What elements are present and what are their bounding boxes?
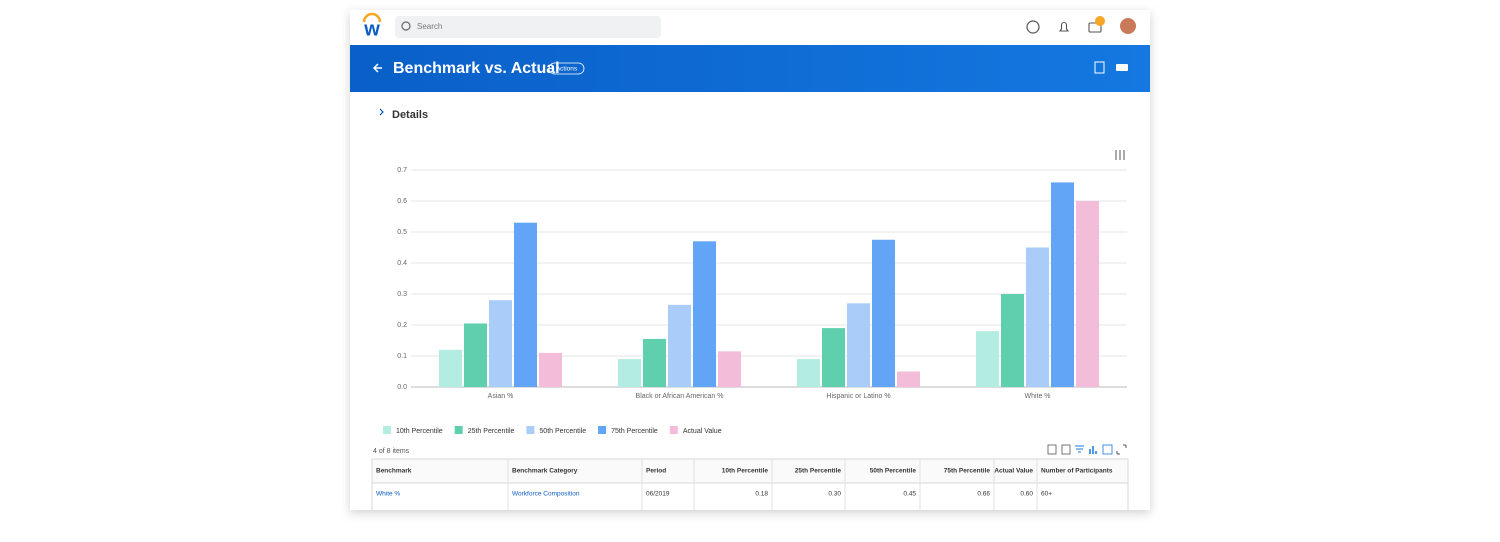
actions-label: Actions: [556, 66, 578, 73]
filter-icon[interactable]: [1075, 445, 1084, 453]
bar: [489, 300, 512, 387]
export-icon[interactable]: [1047, 444, 1057, 455]
column-header: Number of Participants: [1041, 468, 1113, 475]
chat-icon[interactable]: [1026, 20, 1040, 34]
print-icon[interactable]: [1116, 64, 1128, 71]
expand-chevron[interactable]: [379, 108, 384, 116]
bar: [514, 222, 537, 387]
table-cell: 0.60: [1020, 491, 1033, 498]
y-tick-label: 0.6: [397, 198, 407, 205]
table-cell: 0.18: [755, 491, 768, 498]
y-tick-label: 0.4: [397, 260, 407, 267]
column-header: 25th Percentile: [795, 468, 842, 475]
inbox-icon[interactable]: [1088, 22, 1102, 33]
legend-swatch: [598, 426, 607, 434]
table-cell[interactable]: White %: [376, 491, 400, 498]
legend-swatch: [454, 426, 463, 434]
page-header: [350, 45, 1150, 92]
column-header: Actual Value: [994, 468, 1033, 475]
bar: [464, 323, 487, 387]
badge: [1095, 16, 1105, 26]
bar: [847, 303, 870, 387]
actions-button[interactable]: [548, 62, 585, 75]
x-tick-label: Hispanic or Latino %: [826, 393, 890, 400]
table-cell[interactable]: Workforce Composition: [512, 491, 580, 498]
page-title: Benchmark vs. Actual: [393, 60, 560, 77]
y-tick-label: 0.1: [397, 353, 407, 360]
bar: [822, 328, 845, 387]
bar: [439, 349, 462, 387]
bar: [1051, 182, 1074, 387]
section-title: Details: [392, 109, 428, 121]
legend-label: 10th Percentile: [396, 428, 443, 435]
bar: [618, 359, 641, 387]
table-cell: 0.45: [903, 491, 916, 498]
x-tick-label: Asian %: [488, 393, 514, 400]
bar: [897, 371, 920, 387]
legend-swatch: [526, 426, 535, 434]
grid-icon[interactable]: [1102, 444, 1113, 455]
column-header: 10th Percentile: [722, 468, 769, 475]
bar: [693, 241, 716, 387]
item-count: 4 of 8 items: [373, 448, 410, 455]
search-icon: [401, 21, 411, 31]
bar: [797, 359, 820, 387]
bar: [718, 351, 741, 387]
legend-label: 50th Percentile: [539, 428, 586, 435]
legend-label: Actual Value: [683, 428, 722, 435]
legend-swatch: [669, 426, 678, 434]
column-header: Benchmark: [376, 468, 412, 475]
logo-arc: [362, 12, 382, 23]
bar: [1001, 294, 1024, 387]
bar: [539, 352, 562, 387]
y-tick-label: 0.5: [397, 229, 407, 236]
card: [350, 10, 1150, 510]
fullscreen-icon[interactable]: [1116, 444, 1127, 455]
column-header: Period: [646, 468, 666, 475]
x-tick-label: Black or African American %: [636, 393, 724, 400]
table-header-bg: [371, 458, 1129, 484]
logo[interactable]: w: [363, 18, 380, 40]
bar: [872, 239, 895, 387]
chart-icon[interactable]: [1089, 446, 1097, 454]
avatar[interactable]: [1120, 18, 1136, 34]
table-cell: 06/2019: [646, 491, 670, 498]
excel-icon[interactable]: [1094, 61, 1105, 74]
column-header: 75th Percentile: [944, 468, 991, 475]
y-tick-label: 0.7: [397, 167, 407, 174]
search-box[interactable]: [395, 16, 661, 38]
bell-icon[interactable]: [1058, 21, 1070, 32]
table-cell: 0.66: [977, 491, 990, 498]
bar: [643, 338, 666, 387]
bar: [1026, 247, 1049, 387]
table-cell: 0.30: [828, 491, 841, 498]
x-tick-label: White %: [1024, 393, 1050, 400]
bar: [668, 304, 691, 387]
chart-settings-icon[interactable]: [1115, 150, 1125, 160]
pdf-icon[interactable]: [1061, 444, 1071, 455]
legend-swatch: [383, 426, 391, 434]
column-header: 50th Percentile: [870, 468, 917, 475]
y-tick-label: 0.0: [397, 384, 407, 391]
y-tick-label: 0.3: [397, 291, 407, 298]
y-tick-label: 0.2: [397, 322, 407, 329]
table-cell: 60+: [1041, 491, 1052, 498]
back-arrow[interactable]: [372, 63, 382, 73]
bar: [1076, 201, 1099, 387]
legend-label: 25th Percentile: [468, 428, 515, 435]
bar: [976, 331, 999, 387]
search-placeholder: Search: [417, 22, 442, 31]
legend-label: 75th Percentile: [611, 428, 658, 435]
column-header: Benchmark Category: [512, 468, 578, 475]
